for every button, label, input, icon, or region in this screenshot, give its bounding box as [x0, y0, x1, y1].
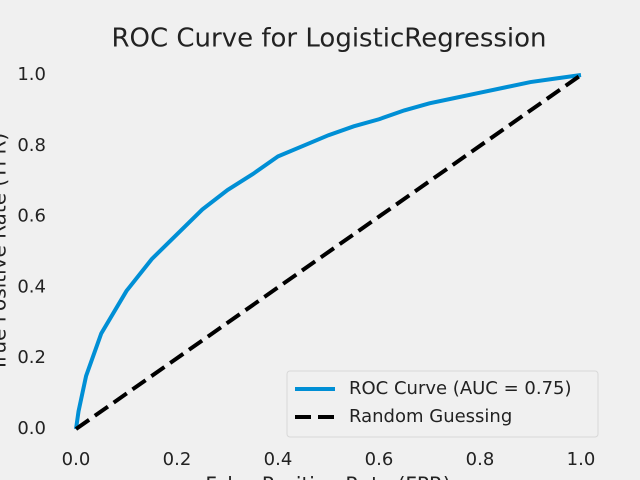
line [74, 73, 583, 431]
x-tick-label: 0.0 [62, 449, 91, 470]
x-axis-label: False Positive Rate (FPR) [205, 473, 450, 480]
x-tick-label: 0.8 [466, 449, 495, 470]
y-tick-label: 0.4 [17, 276, 46, 297]
y-axis-label: True Positive Rate (TPR) [0, 133, 11, 372]
chart-title: ROC Curve for LogisticRegression [111, 24, 546, 54]
line [74, 73, 582, 430]
legend-label: Random Guessing [349, 406, 512, 427]
legend-box [286, 370, 599, 438]
y-tick-label: 1.0 [17, 64, 46, 85]
legend-label: ROC Curve (AUC = 0.75) [349, 378, 572, 399]
y-tick-label: 0.0 [17, 418, 46, 439]
x-tick-label: 0.6 [365, 449, 394, 470]
y-tick-label: 0.6 [17, 206, 46, 227]
x-tick-label: 1.0 [567, 449, 596, 470]
x-tick-label: 0.4 [264, 449, 293, 470]
x-tick-label: 0.2 [163, 449, 192, 470]
y-tick-label: 0.8 [17, 135, 46, 156]
y-tick-label: 0.2 [17, 347, 46, 368]
